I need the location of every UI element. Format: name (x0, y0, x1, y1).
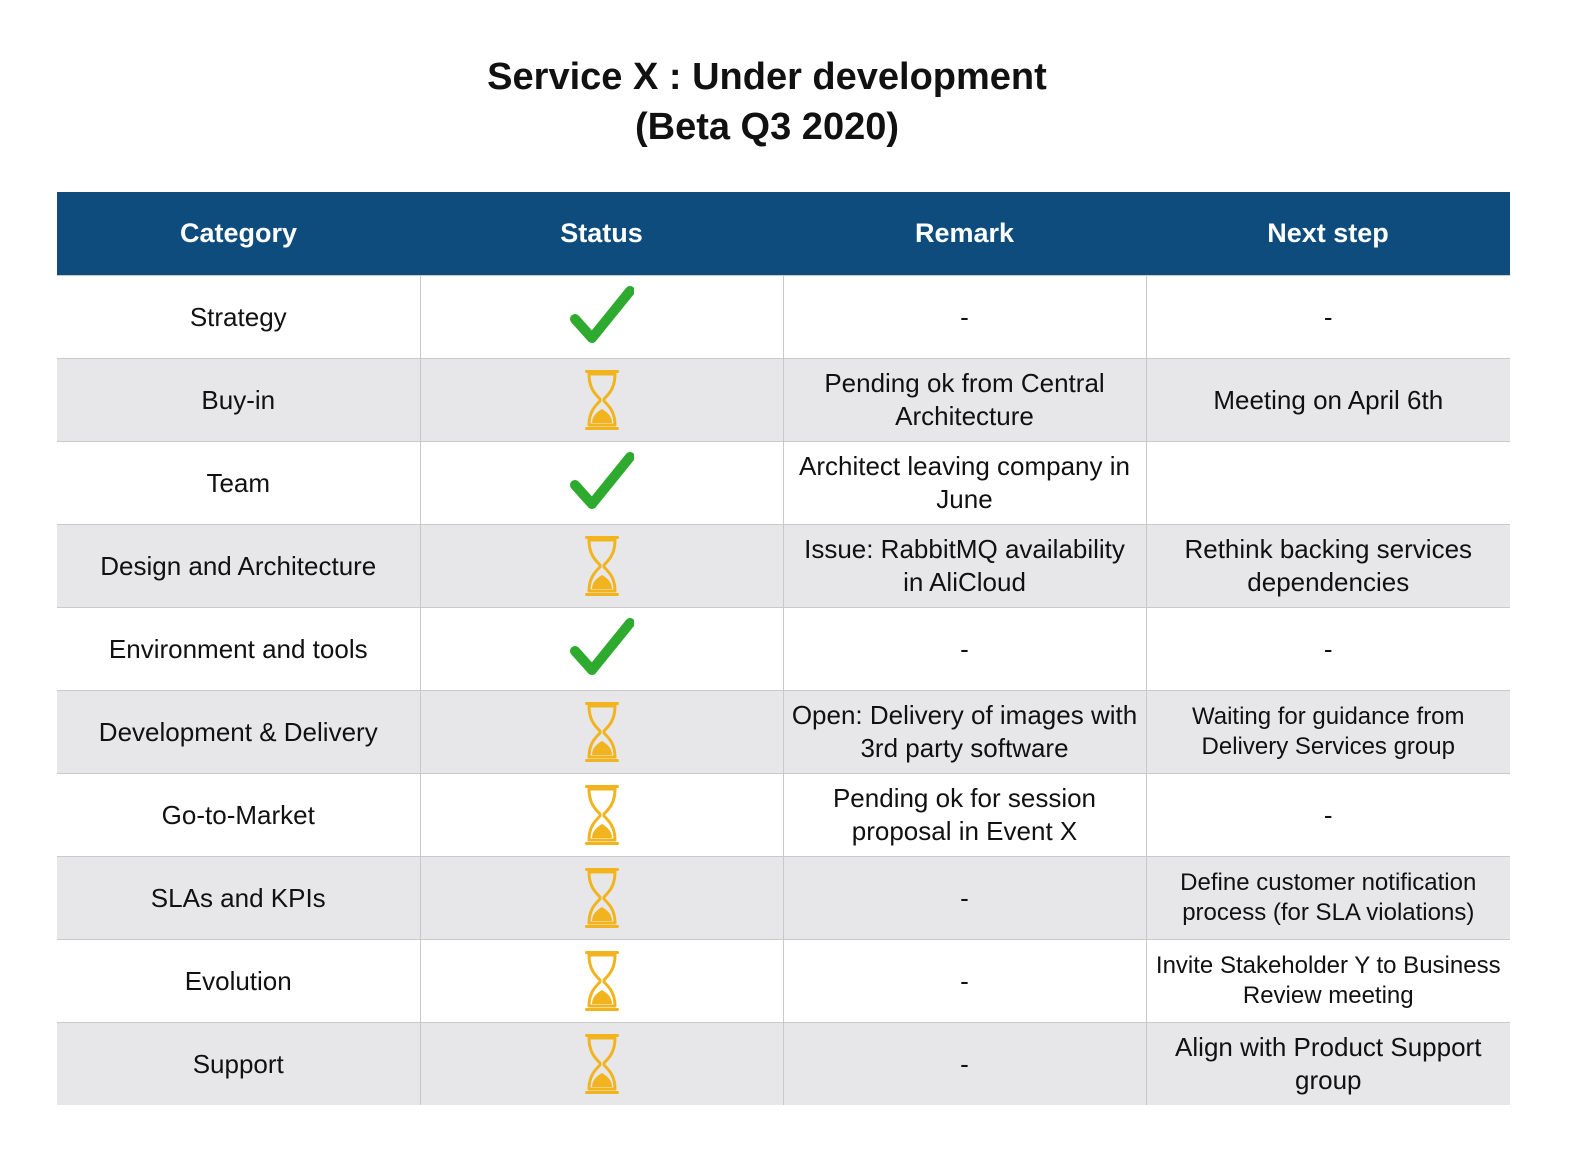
hourglass-icon (570, 866, 634, 930)
header-next-step: Next step (1146, 192, 1510, 276)
category-cell: Evolution (57, 939, 420, 1023)
header-remark: Remark (783, 192, 1146, 276)
checkmark-icon (569, 617, 634, 681)
checkmark-icon (569, 285, 634, 349)
status-cell (419, 275, 783, 359)
next-step-cell: Rethink backing services dependencies (1145, 524, 1510, 608)
table-row: SLAs and KPIs - Define customer notificati… (57, 856, 1510, 940)
next-step-cell (1145, 441, 1510, 525)
table-row: Support - Align with Product Support group (57, 1022, 1510, 1105)
category-cell: Development & Delivery (57, 690, 420, 774)
remark-cell: Architect leaving company in June (782, 441, 1146, 525)
next-step-cell: Meeting on April 6th (1145, 358, 1510, 442)
remark-cell: Issue: RabbitMQ availability in AliCloud (782, 524, 1146, 608)
remark-cell: - (782, 939, 1146, 1023)
table-row: Go-to-Market Pending ok for session propo… (57, 773, 1510, 857)
table-row: Environment and tools - - (57, 607, 1510, 691)
table-row: Design and Architecture Issue: RabbitMQ a… (57, 524, 1510, 608)
status-cell (419, 1022, 783, 1105)
next-step-cell: Invite Stakeholder Y to Business Review … (1145, 939, 1510, 1023)
status-table: Category Status Remark Next step Strateg… (57, 192, 1510, 1105)
status-cell (419, 524, 783, 608)
table-row: Evolution - Invite Stakeholder Y to Busine… (57, 939, 1510, 1023)
status-cell (419, 358, 783, 442)
category-cell: Strategy (57, 275, 420, 359)
hourglass-icon (570, 949, 634, 1013)
remark-cell: - (782, 607, 1146, 691)
remark-cell: - (782, 1022, 1146, 1105)
next-step-cell: Waiting for guidance from Delivery Servi… (1145, 690, 1510, 774)
status-cell (419, 690, 783, 774)
table-header-row: Category Status Remark Next step (57, 192, 1510, 276)
status-cell (419, 856, 783, 940)
table-row: Development & Delivery Open: Delivery of … (57, 690, 1510, 774)
status-cell (419, 607, 783, 691)
category-cell: Go-to-Market (57, 773, 420, 857)
table-row: Team Architect leaving company in June (57, 441, 1510, 525)
next-step-cell: - (1145, 773, 1510, 857)
remark-cell: - (782, 275, 1146, 359)
category-cell: Support (57, 1022, 420, 1105)
status-cell (419, 773, 783, 857)
title-line-2: (Beta Q3 2020) (634, 106, 899, 148)
status-cell (419, 939, 783, 1023)
header-category: Category (57, 192, 420, 276)
table-body: Strategy - - Buy-in Pending ok from Central … (57, 275, 1510, 1105)
remark-cell: Open: Delivery of images with 3rd party … (782, 690, 1146, 774)
next-step-cell: Define customer notification process (fo… (1145, 856, 1510, 940)
hourglass-icon (570, 534, 634, 598)
hourglass-icon (570, 368, 634, 432)
remark-cell: Pending ok from Central Architecture (782, 358, 1146, 442)
table-row: Buy-in Pending ok from Central Architectu… (57, 358, 1510, 442)
hourglass-icon (570, 783, 634, 847)
hourglass-icon (570, 1032, 634, 1096)
remark-cell: Pending ok for session proposal in Event… (782, 773, 1146, 857)
hourglass-icon (570, 700, 634, 764)
table-row: Strategy - - (57, 275, 1510, 359)
category-cell: Buy-in (57, 358, 420, 442)
checkmark-icon (569, 451, 634, 515)
category-cell: Team (57, 441, 420, 525)
category-cell: SLAs and KPIs (57, 856, 420, 940)
page-title: Service X : Under development (Beta Q3 2… (0, 52, 1534, 152)
category-cell: Design and Architecture (57, 524, 420, 608)
next-step-cell: - (1145, 607, 1510, 691)
title-line-1: Service X : Under development (487, 56, 1047, 98)
next-step-cell: Align with Product Support group (1145, 1022, 1510, 1105)
next-step-cell: - (1145, 275, 1510, 359)
remark-cell: - (782, 856, 1146, 940)
header-status: Status (420, 192, 783, 276)
category-cell: Environment and tools (57, 607, 420, 691)
status-cell (419, 441, 783, 525)
